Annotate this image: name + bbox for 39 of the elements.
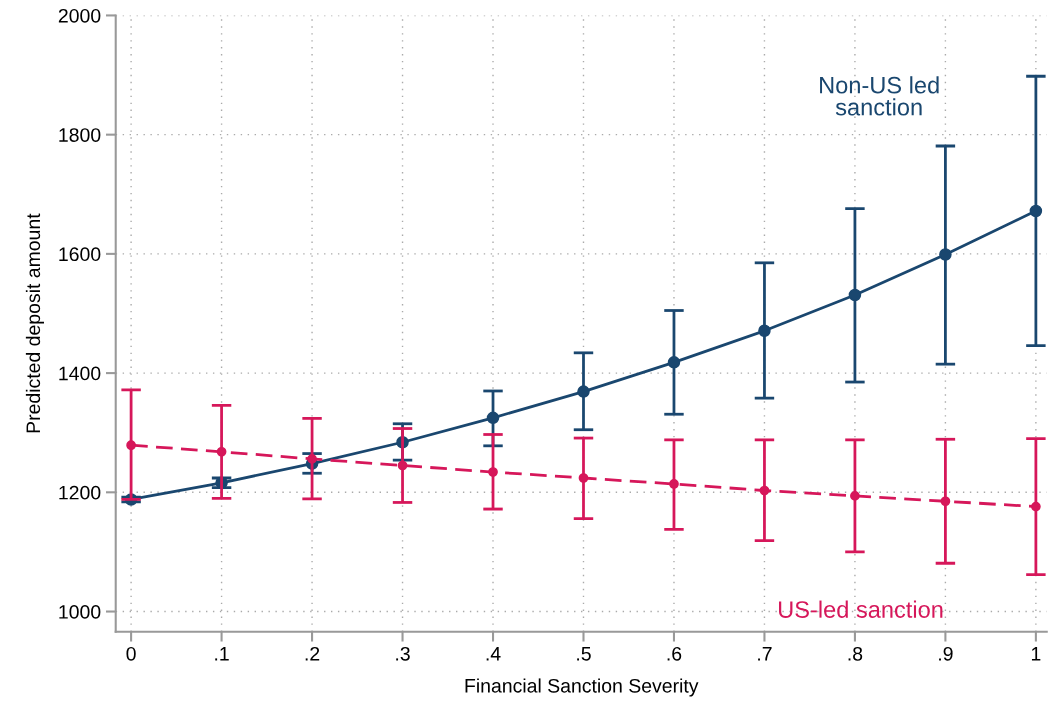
x-tick-label: .1 [215, 647, 229, 661]
y-tick-label: 1600 [59, 247, 101, 262]
point [216, 446, 227, 457]
point [577, 385, 590, 398]
point [759, 485, 770, 496]
y-tick-label: 1000 [59, 605, 101, 619]
point [939, 248, 952, 261]
point [669, 479, 679, 489]
text: US-led sanction [779, 600, 943, 618]
point [667, 356, 681, 369]
point [758, 324, 771, 338]
x-tick-label: .3 [396, 646, 410, 661]
point [1029, 204, 1043, 218]
point [488, 467, 498, 477]
point [397, 460, 408, 471]
x-tick-label: 0 [126, 646, 136, 661]
y-axis-title: Predicted deposit amount [25, 213, 44, 433]
point [126, 440, 136, 451]
y-tick-label: 2000 [58, 8, 101, 23]
point [850, 491, 860, 501]
x-axis-title: Financial Sanction Severity [465, 678, 699, 697]
point [848, 288, 862, 302]
x-tick-label: .7 [758, 647, 772, 661]
x-tick-label: .2 [305, 646, 320, 661]
y-tick-label: 1200 [59, 485, 101, 500]
text: Non-US led sanction [820, 76, 939, 116]
point [1031, 501, 1041, 512]
point [578, 473, 589, 483]
y-tick-label: 1400 [59, 366, 101, 381]
y-tick-label: 1800 [59, 128, 101, 142]
x-tick-label: .8 [848, 646, 863, 661]
x-tick-label: .6 [667, 646, 682, 661]
x-tick-label: 1 [1031, 647, 1041, 661]
x-tick-label: .4 [486, 647, 501, 661]
x-tick-label: .9 [939, 646, 953, 661]
point [486, 411, 500, 425]
point [940, 496, 951, 507]
point [307, 454, 317, 464]
x-tick-label: .5 [577, 647, 591, 661]
